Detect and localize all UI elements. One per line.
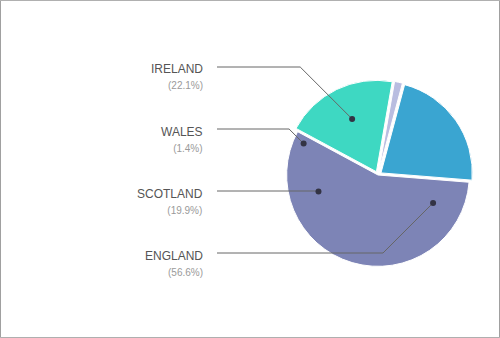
svg-text:SCOTLAND(19.9%): SCOTLAND(19.9%) xyxy=(137,187,203,216)
svg-text:WALES(1.4%): WALES(1.4%) xyxy=(161,125,203,154)
svg-text:ENGLAND(56.6%): ENGLAND(56.6%) xyxy=(145,249,203,278)
svg-text:IRELAND(22.1%): IRELAND(22.1%) xyxy=(151,62,203,91)
